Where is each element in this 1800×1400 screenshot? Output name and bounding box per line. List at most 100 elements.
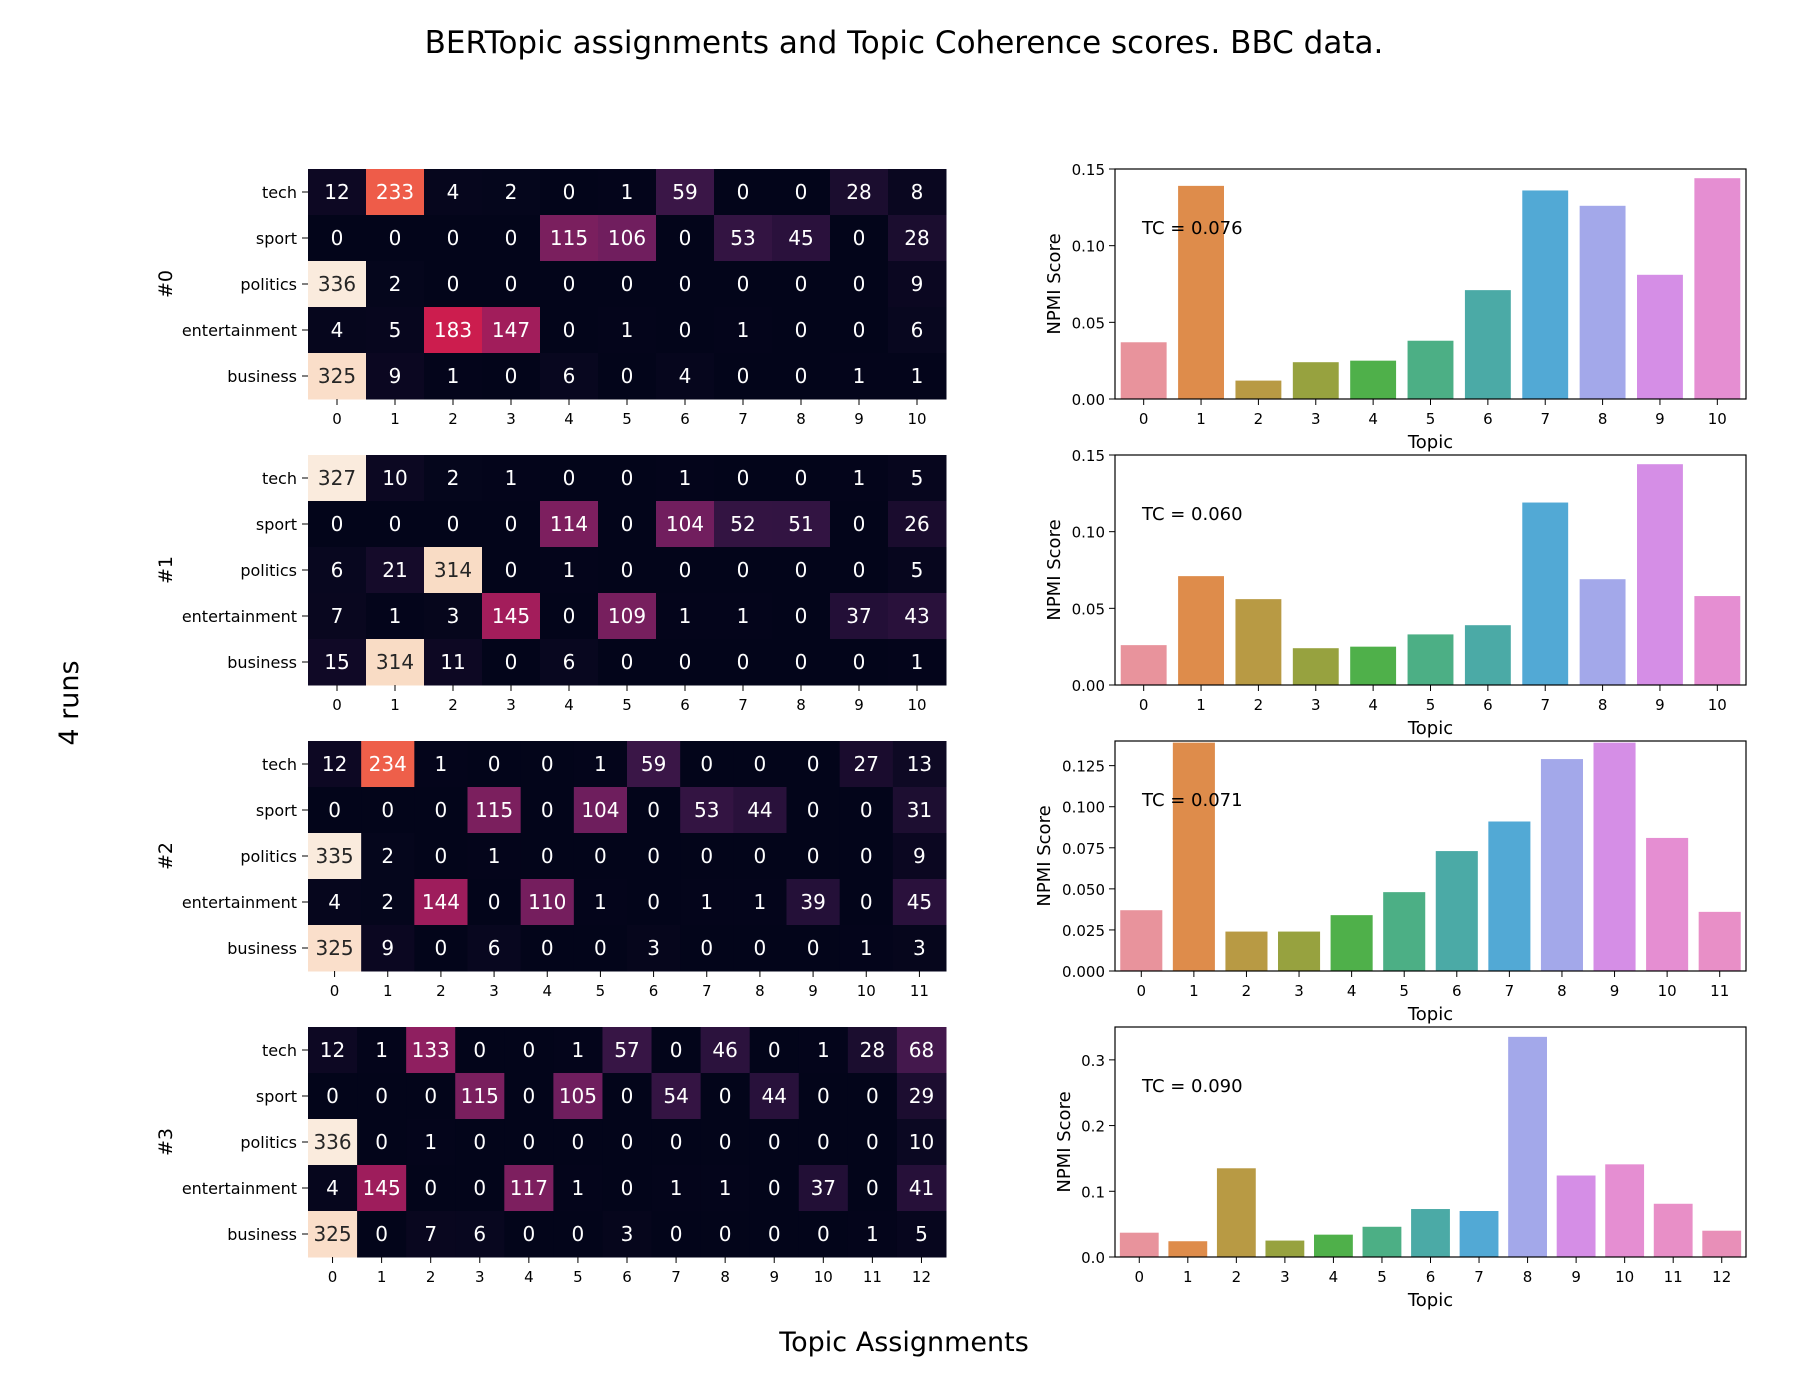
- heatmap-col-label: 10: [814, 1268, 833, 1286]
- bar: [1120, 342, 1167, 399]
- heatmap-cell-label: 5: [911, 558, 924, 582]
- heatmap-cell: [467, 741, 522, 788]
- heatmap-cell: [602, 1165, 653, 1212]
- heatmap-cell-label: 28: [904, 226, 929, 250]
- heatmap-cell-label: 0: [381, 798, 394, 822]
- heatmap-cell-label: 1: [754, 890, 767, 914]
- heatmap-cell: [482, 639, 541, 686]
- heatmap-cell: [357, 1165, 407, 1212]
- heatmap-cell: [424, 639, 483, 686]
- heatmap-row-label: politics: [240, 561, 297, 580]
- heatmap-cell: [573, 741, 628, 788]
- heatmap-col-label: 0: [332, 696, 342, 714]
- heatmap-cell-label: 1: [563, 558, 576, 582]
- heatmap-cell-label: 0: [447, 226, 460, 250]
- heatmap-cell: [798, 1165, 849, 1212]
- heatmap-col-label: 3: [489, 982, 499, 1000]
- heatmap-cell-label: 0: [853, 272, 866, 296]
- bar-xtick-label: 0: [1134, 1268, 1144, 1286]
- heatmap-cell-label: 0: [424, 1084, 437, 1108]
- heatmap-cell: [308, 169, 367, 216]
- heatmap-cell-label: 15: [324, 650, 349, 674]
- heatmap-cell: [680, 741, 734, 788]
- bar: [1646, 837, 1689, 971]
- heatmap-cell: [482, 261, 541, 308]
- heatmap-cell: [888, 169, 947, 216]
- heatmap-col-label: 5: [622, 410, 632, 428]
- heatmap-cell: [308, 1027, 358, 1074]
- heatmap-cell-label: 1: [435, 752, 448, 776]
- bar: [1556, 1175, 1596, 1257]
- heatmap-cell: [714, 455, 773, 502]
- heatmap-cell-label: 1: [505, 466, 518, 490]
- bar-ytick-label: 0.15: [1072, 447, 1105, 465]
- bar: [1225, 931, 1268, 971]
- heatmap-cell-label: 1: [700, 890, 713, 914]
- heatmap-cell-label: 0: [435, 844, 448, 868]
- heatmap-cell: [406, 1211, 456, 1258]
- heatmap-col-label: 1: [390, 696, 400, 714]
- heatmap-cell: [361, 879, 415, 926]
- heatmap-cell-label: 147: [492, 318, 530, 342]
- heatmap-cell: [308, 1073, 358, 1120]
- heatmap-row-label: tech: [262, 755, 297, 774]
- heatmap-cell-label: 45: [907, 890, 932, 914]
- heatmap-cell: [847, 1073, 898, 1120]
- heatmap-cell: [700, 1119, 751, 1166]
- heatmap-cell-label: 54: [663, 1084, 688, 1108]
- bar-ytick-label: 0.1: [1081, 1183, 1105, 1201]
- heatmap-cell-label: 0: [594, 936, 607, 960]
- heatmap-col-label: 7: [671, 1268, 681, 1286]
- heatmap-cell: [830, 261, 889, 308]
- heatmap-cell: [414, 833, 468, 880]
- bar: [1362, 1226, 1402, 1257]
- heatmap-cell: [482, 547, 541, 594]
- heatmap-cell-label: 0: [563, 604, 576, 628]
- bar-xtick-label: 10: [1708, 696, 1727, 714]
- bar-xlabel: Topic: [1407, 1004, 1453, 1025]
- heatmap-cell-label: 106: [608, 226, 646, 250]
- heatmap-cell: [467, 879, 522, 926]
- heatmap-cell-label: 0: [768, 1038, 781, 1062]
- heatmap-cell-label: 0: [331, 226, 344, 250]
- heatmap-cell-label: 0: [853, 650, 866, 674]
- heatmap-cell-label: 0: [860, 890, 873, 914]
- heatmap-cell-label: 9: [389, 364, 402, 388]
- heatmap-col-label: 11: [910, 982, 929, 1000]
- heatmap-row-label: business: [227, 1225, 297, 1244]
- heatmap-cell: [308, 639, 367, 686]
- heatmap-col-label: 9: [808, 982, 818, 1000]
- heatmap-cell-label: 234: [369, 752, 407, 776]
- heatmap-cell-label: 0: [737, 180, 750, 204]
- heatmap-cell-label: 1: [866, 1222, 879, 1246]
- heatmap-cell: [680, 879, 734, 926]
- heatmap-cell-label: 2: [381, 844, 394, 868]
- heatmap-col-label: 9: [854, 410, 864, 428]
- heatmap-cell: [553, 1211, 603, 1258]
- heatmap-run-1: 327 10 2 1 0 0 1 0 0 1 50 0 0 0 114 0 104 52 51 0 266 21 314 0 1…: [155, 455, 947, 714]
- bar: [1178, 576, 1224, 685]
- bar-ytick-label: 0.05: [1072, 314, 1105, 332]
- heatmap-cell-label: 335: [315, 844, 353, 868]
- heatmap-cell-label: 0: [670, 1130, 683, 1154]
- heatmap-col-label: 6: [680, 696, 690, 714]
- heatmap-cell-label: 145: [363, 1176, 401, 1200]
- heatmap-cell-label: 115: [475, 798, 513, 822]
- heatmap-cell-label: 29: [909, 1084, 934, 1108]
- heatmap-cell: [656, 261, 715, 308]
- heatmap-cell: [714, 593, 773, 640]
- heatmap-cell: [896, 1119, 947, 1166]
- bar: [1314, 1234, 1353, 1257]
- heatmap-cell: [786, 741, 841, 788]
- heatmap-cell: [733, 925, 787, 972]
- heatmap-cell: [772, 501, 831, 548]
- heatmap-cell: [366, 169, 425, 216]
- heatmap-row-label: entertainment: [182, 321, 297, 340]
- heatmap-cell-label: 1: [594, 752, 607, 776]
- heatmap-cell-label: 0: [795, 318, 808, 342]
- bar-xtick-label: 2: [1232, 1268, 1242, 1286]
- heatmap-cell-label: 1: [594, 890, 607, 914]
- bar: [1698, 911, 1741, 971]
- heatmap-cell-label: 11: [440, 650, 465, 674]
